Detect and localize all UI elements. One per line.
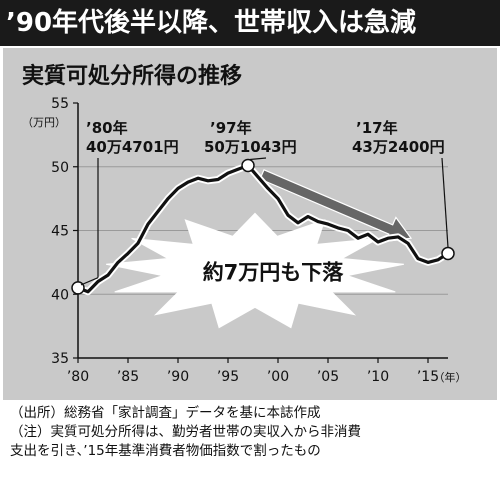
annotation-value: 40万4701円 xyxy=(86,138,179,156)
annotation-value: 43万2400円 xyxy=(352,138,445,156)
method-note-line-1: （注）実質可処分所得は、勤労者世帯の実収入から非消費 xyxy=(10,424,361,440)
x-tick-label: ’90 xyxy=(167,369,189,385)
chart-title: 実質可処分所得の推移 xyxy=(22,64,243,89)
headline: ’90年代後半以降、世帯収入は急減 xyxy=(0,0,500,46)
y-tick-label: 50 xyxy=(51,160,69,176)
highlight-point xyxy=(241,158,255,173)
annotation-value: 50万1043円 xyxy=(204,138,297,156)
highlight-point xyxy=(71,281,85,295)
x-tick-label: ’80 xyxy=(67,369,89,385)
notes: （出所）総務省「家計調査」データを基に本誌作成 （注）実質可処分所得は、勤労者世… xyxy=(10,404,494,461)
highlight-point xyxy=(441,246,455,261)
annotation-leader xyxy=(80,277,99,286)
annotation-leader xyxy=(441,157,449,248)
source-note: （出所）総務省「家計調査」データを基に本誌作成 xyxy=(10,405,321,421)
callout-burst xyxy=(106,212,404,329)
y-tick-label: 55 xyxy=(51,96,69,112)
x-tick-label: ’15 xyxy=(417,369,439,385)
x-tick-label: ’05 xyxy=(317,369,339,385)
x-tick-label: ’10 xyxy=(367,369,389,385)
method-note-line-2: 支出を引き、’15年基準消費者物価指数で割ったもの xyxy=(10,443,321,459)
annotation-year: ’80年 xyxy=(86,119,128,137)
x-tick-label: ’00 xyxy=(267,369,289,385)
y-tick-label: 45 xyxy=(51,224,69,240)
annotation-leader xyxy=(249,157,267,161)
x-tick-label: ’95 xyxy=(217,369,239,385)
y-axis-unit: （万円） xyxy=(22,116,66,129)
annotation-year: ’97年 xyxy=(210,119,252,137)
y-tick-label: 40 xyxy=(51,287,69,303)
annotation-year: ’17年 xyxy=(356,119,398,137)
y-tick-label: 35 xyxy=(51,351,69,367)
x-axis-unit: （年） xyxy=(434,370,467,384)
decline-callout: 約7万円も下落 xyxy=(203,260,345,284)
x-tick-label: ’85 xyxy=(117,369,139,385)
series-line xyxy=(76,163,450,294)
